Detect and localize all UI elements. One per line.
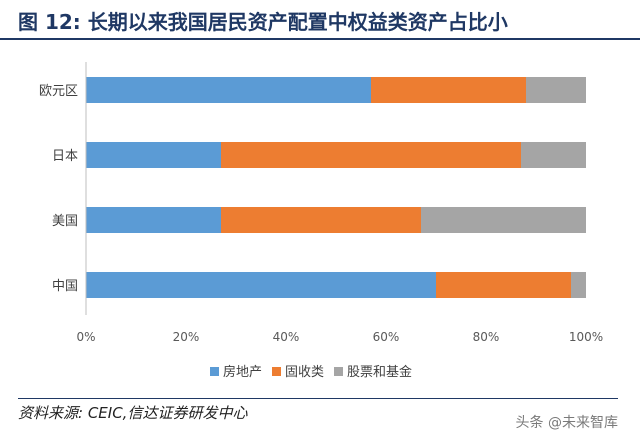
bar-日本-房地产 xyxy=(86,142,221,168)
bar-欧元区-固收类 xyxy=(371,77,526,103)
bar-中国-股票和基金 xyxy=(571,272,586,298)
category-label: 中国 xyxy=(52,279,78,294)
bar-美国-股票和基金 xyxy=(421,207,586,233)
x-tick-label: 20% xyxy=(173,330,200,344)
source-note: 资料来源: CEIC,信达证券研发中心 xyxy=(18,404,248,422)
category-label: 日本 xyxy=(52,149,78,164)
figure-title: 图 12: 长期以来我国居民资产配置中权益类资产占比小 xyxy=(18,10,508,34)
legend-swatch-固收类 xyxy=(272,367,281,376)
bar-日本-固收类 xyxy=(221,142,521,168)
x-tick-label: 100% xyxy=(569,330,603,344)
x-tick-label: 80% xyxy=(473,330,500,344)
bar-美国-固收类 xyxy=(221,207,421,233)
bar-日本-股票和基金 xyxy=(521,142,586,168)
x-tick-label: 40% xyxy=(273,330,300,344)
category-label: 欧元区 xyxy=(39,84,78,99)
title-bar: 图 12: 长期以来我国居民资产配置中权益类资产占比小 xyxy=(0,0,640,40)
category-label: 美国 xyxy=(52,214,78,229)
legend-label: 股票和基金 xyxy=(347,364,412,380)
x-tick-label: 60% xyxy=(373,330,400,344)
legend-label: 房地产 xyxy=(223,364,262,380)
legend-swatch-房地产 xyxy=(210,367,219,376)
bar-中国-固收类 xyxy=(436,272,571,298)
legend-swatch-股票和基金 xyxy=(334,367,343,376)
source-divider xyxy=(18,398,618,399)
bar-美国-房地产 xyxy=(86,207,221,233)
bar-欧元区-股票和基金 xyxy=(526,77,586,103)
x-tick-label: 0% xyxy=(76,330,95,344)
legend-label: 固收类 xyxy=(285,365,324,380)
bar-中国-房地产 xyxy=(86,272,436,298)
bar-欧元区-房地产 xyxy=(86,77,371,103)
watermark-text: 头条 @未来智库 xyxy=(515,415,618,431)
